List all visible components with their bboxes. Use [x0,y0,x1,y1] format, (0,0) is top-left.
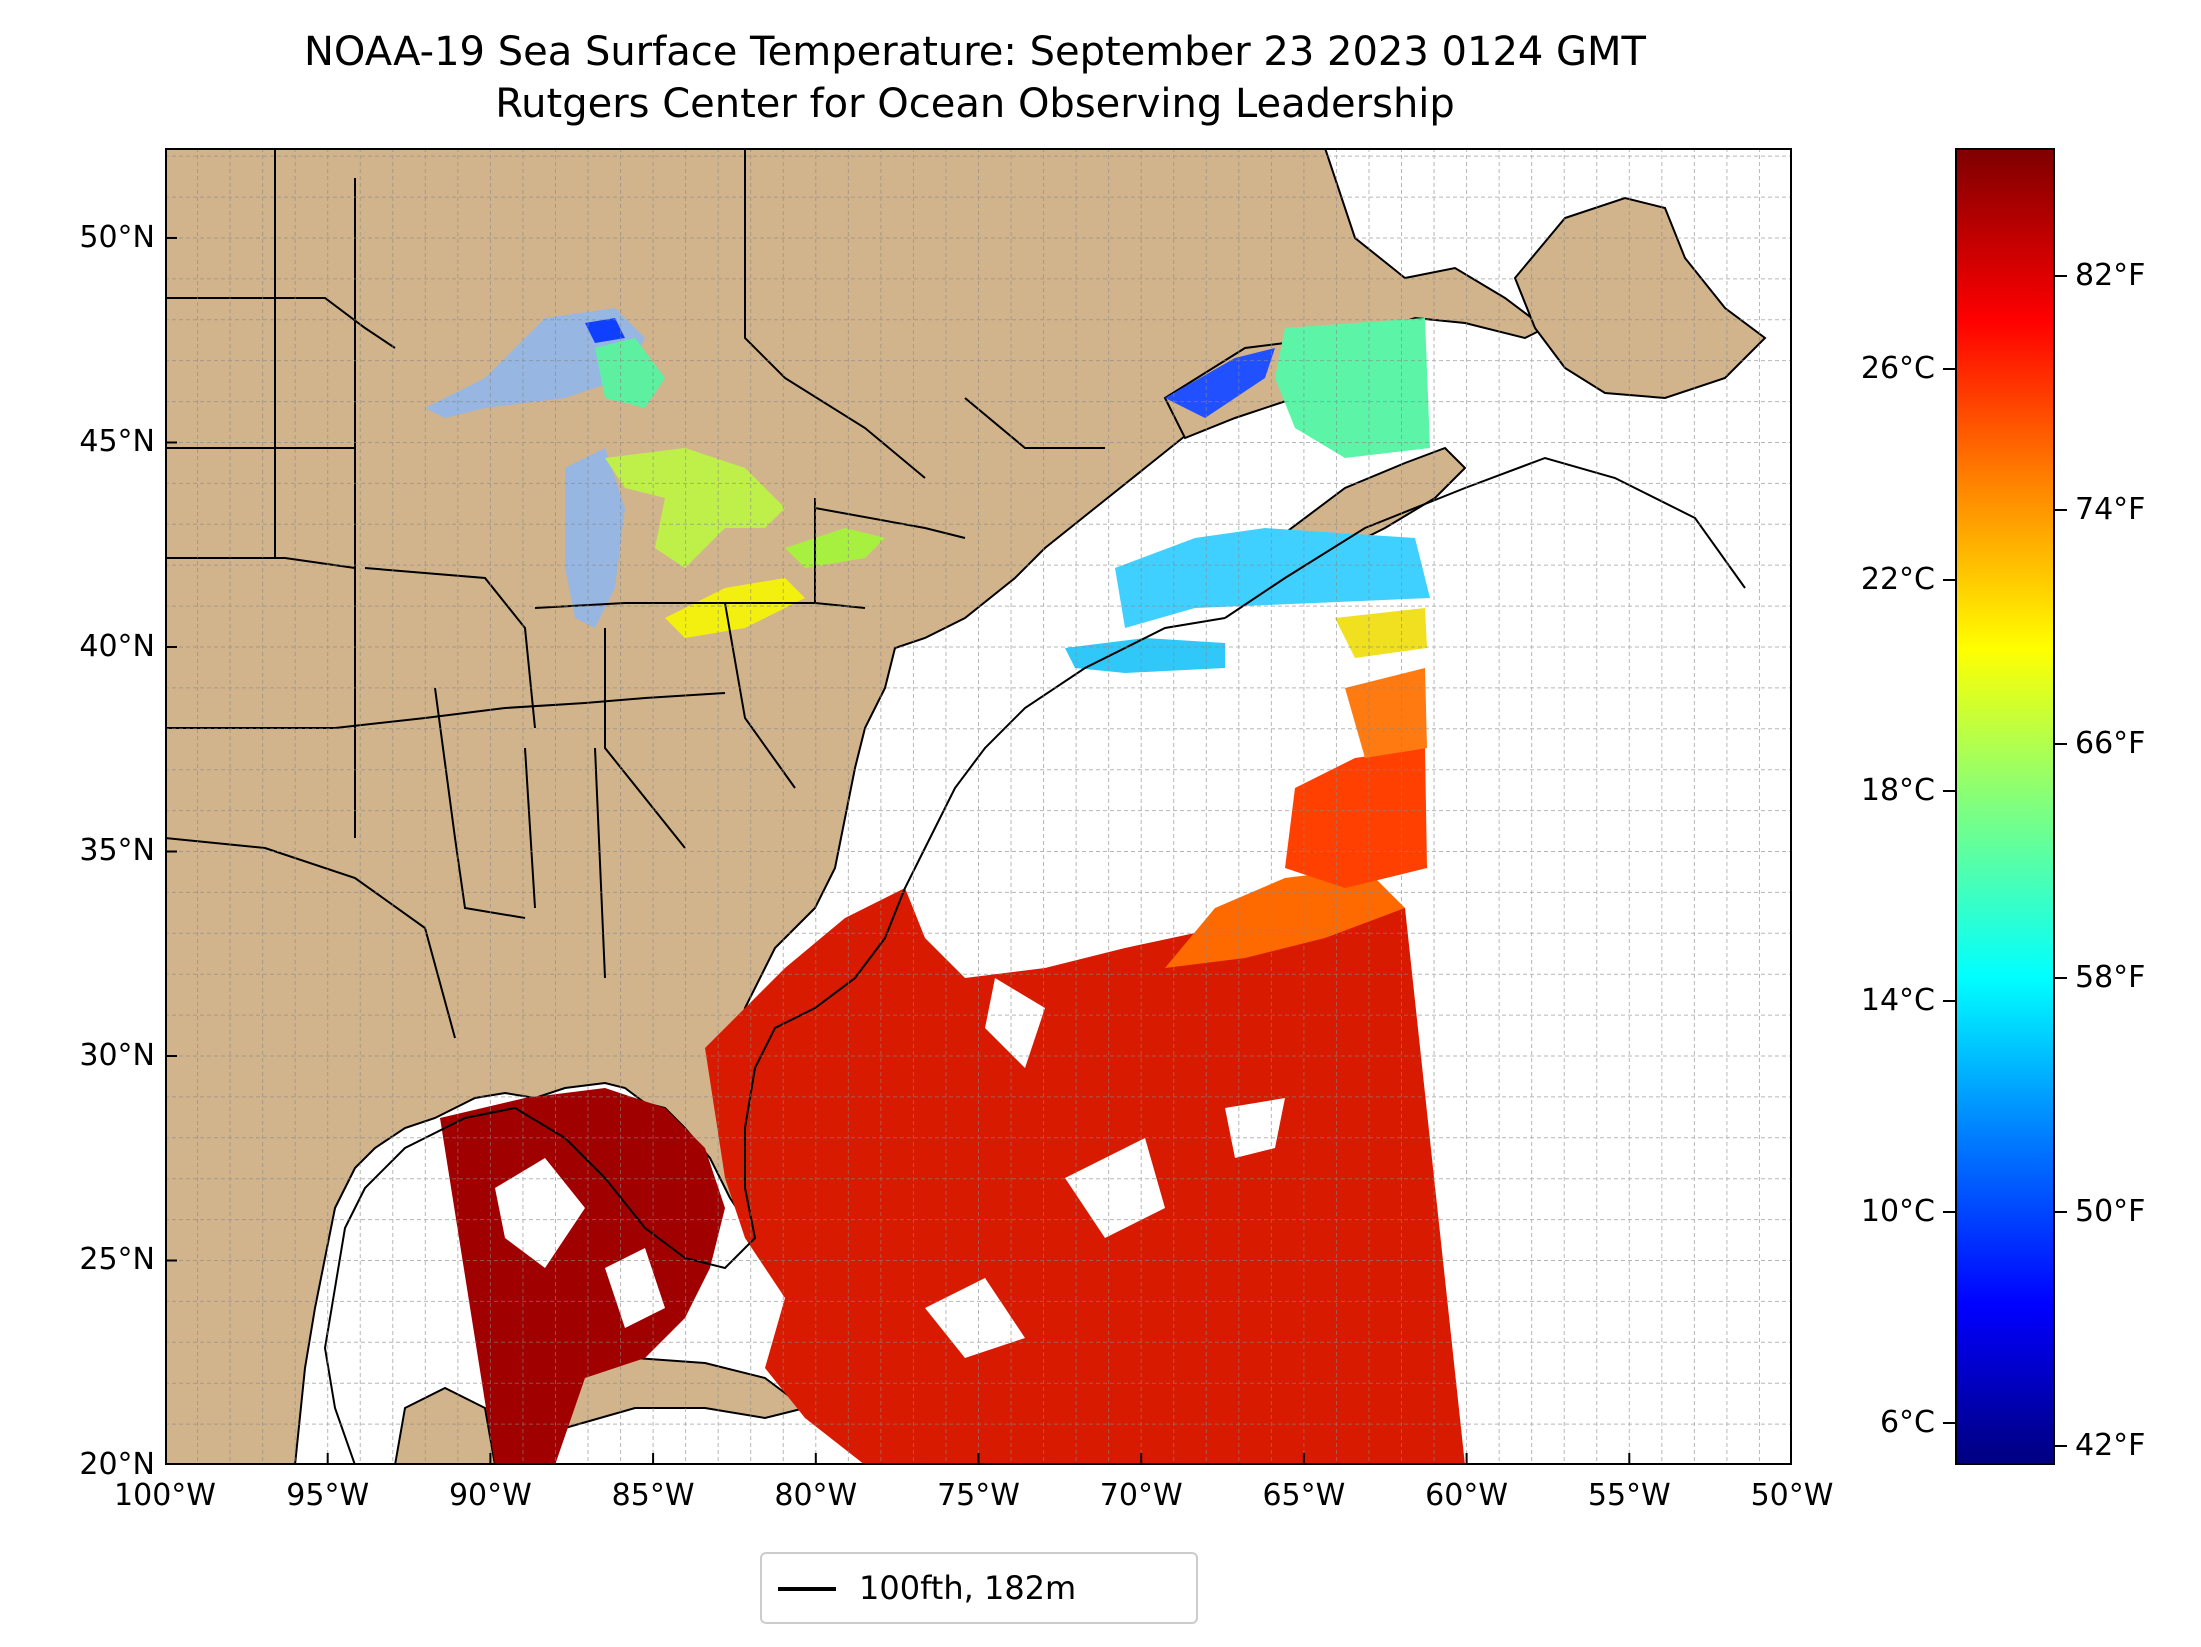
colorbar-celsius-label: 22°C [1860,561,1935,597]
colorbar-fahrenheit-tick [2055,508,2067,511]
colorbar-fahrenheit-label: 42°F [2075,1428,2146,1464]
great-lakes [425,308,885,638]
lon-tick-label: 50°W [1750,1478,1834,1513]
map-subtitle: Rutgers Center for Ocean Observing Leade… [495,81,1455,127]
lon-tick-label: 90°W [448,1478,532,1513]
colorbar-fahrenheit-label: 82°F [2075,257,2146,293]
colorbar-fahrenheit-label: 74°F [2075,491,2146,527]
map-title: NOAA-19 Sea Surface Temperature: Septemb… [304,29,1646,75]
gulf-st-lawrence-sst [1275,318,1430,458]
isobath-100fth-north [1224,456,1746,619]
newfoundland-land [1513,196,1767,400]
axis-ticks [165,236,1792,1465]
isobath-legend: 100fth, 182m [760,1552,1198,1624]
cloud-gaps [495,978,1285,1358]
colorbar-celsius-tick [1943,368,1955,371]
colorbar-fahrenheit-tick [2055,274,2067,277]
atlantic-orange-sst [1165,868,1405,968]
colorbar-fahrenheit-tick [2055,977,2067,979]
colorbar-fahrenheit-label: 66°F [2075,725,2146,761]
lat-tick-label: 30°N [79,1037,155,1073]
colorbar-celsius-tick [1943,578,1955,581]
colorbar-celsius-label: 10°C [1860,1194,1935,1230]
colorbar-fahrenheit-label: 58°F [2075,960,2146,995]
st-lawrence-estuary-sst [1165,348,1275,418]
legend-line-swatch [778,1587,836,1591]
admin-borders [165,148,1105,1039]
yucatan-land [393,1386,497,1465]
graticule [165,148,1792,1465]
atlantic-north-orange-sst [1345,668,1427,758]
lon-tick-label: 100°W [114,1478,216,1513]
colorbar-celsius-tick [1943,1211,1955,1214]
colorbar-celsius-tick [1943,1000,1955,1003]
atlantic-yellow-sst [1335,608,1427,658]
colorbar-fahrenheit-label: 50°F [2075,1194,2146,1230]
lon-tick-label: 85°W [611,1478,695,1513]
lat-tick-label: 20°N [79,1447,155,1482]
lon-tick-label: 75°W [937,1478,1020,1513]
colorbar-fahrenheit-tick [2055,1445,2067,1448]
colorbar-celsius-tick [1943,789,1955,792]
isobath-100fth [323,617,1226,1465]
lon-tick-label: 70°W [1099,1478,1183,1513]
colorbar-celsius-tick [1943,1421,1955,1424]
sst-colorbar [1955,148,2055,1465]
colorbar-fahrenheit-tick [2055,742,2067,745]
colorbar-fahrenheit-tick [2055,1211,2067,1214]
lon-tick-label: 80°W [774,1478,858,1513]
lon-tick-label: 95°W [286,1478,370,1513]
atlantic-mid-sst [1285,748,1427,888]
lon-tick-label: 65°W [1262,1478,1346,1513]
legend-label: 100fth, 182m [859,1569,1077,1607]
colorbar-celsius-label: 18°C [1860,772,1935,808]
lat-tick-label: 25°N [79,1242,155,1278]
gulf-of-maine-sst [1115,528,1430,628]
lat-tick-label: 50°N [79,219,155,255]
lat-tick-label: 40°N [79,628,155,664]
colorbar-celsius-label: 14°C [1860,983,1935,1019]
lat-tick-label: 35°N [79,833,155,869]
lon-tick-label: 60°W [1425,1478,1509,1513]
colorbar-celsius-label: 26°C [1860,351,1935,387]
sst-map [165,148,1792,1465]
lon-tick-label: 55°W [1587,1478,1671,1513]
lat-tick-label: 45°N [79,424,155,460]
colorbar-celsius-label: 6°C [1879,1404,1935,1440]
